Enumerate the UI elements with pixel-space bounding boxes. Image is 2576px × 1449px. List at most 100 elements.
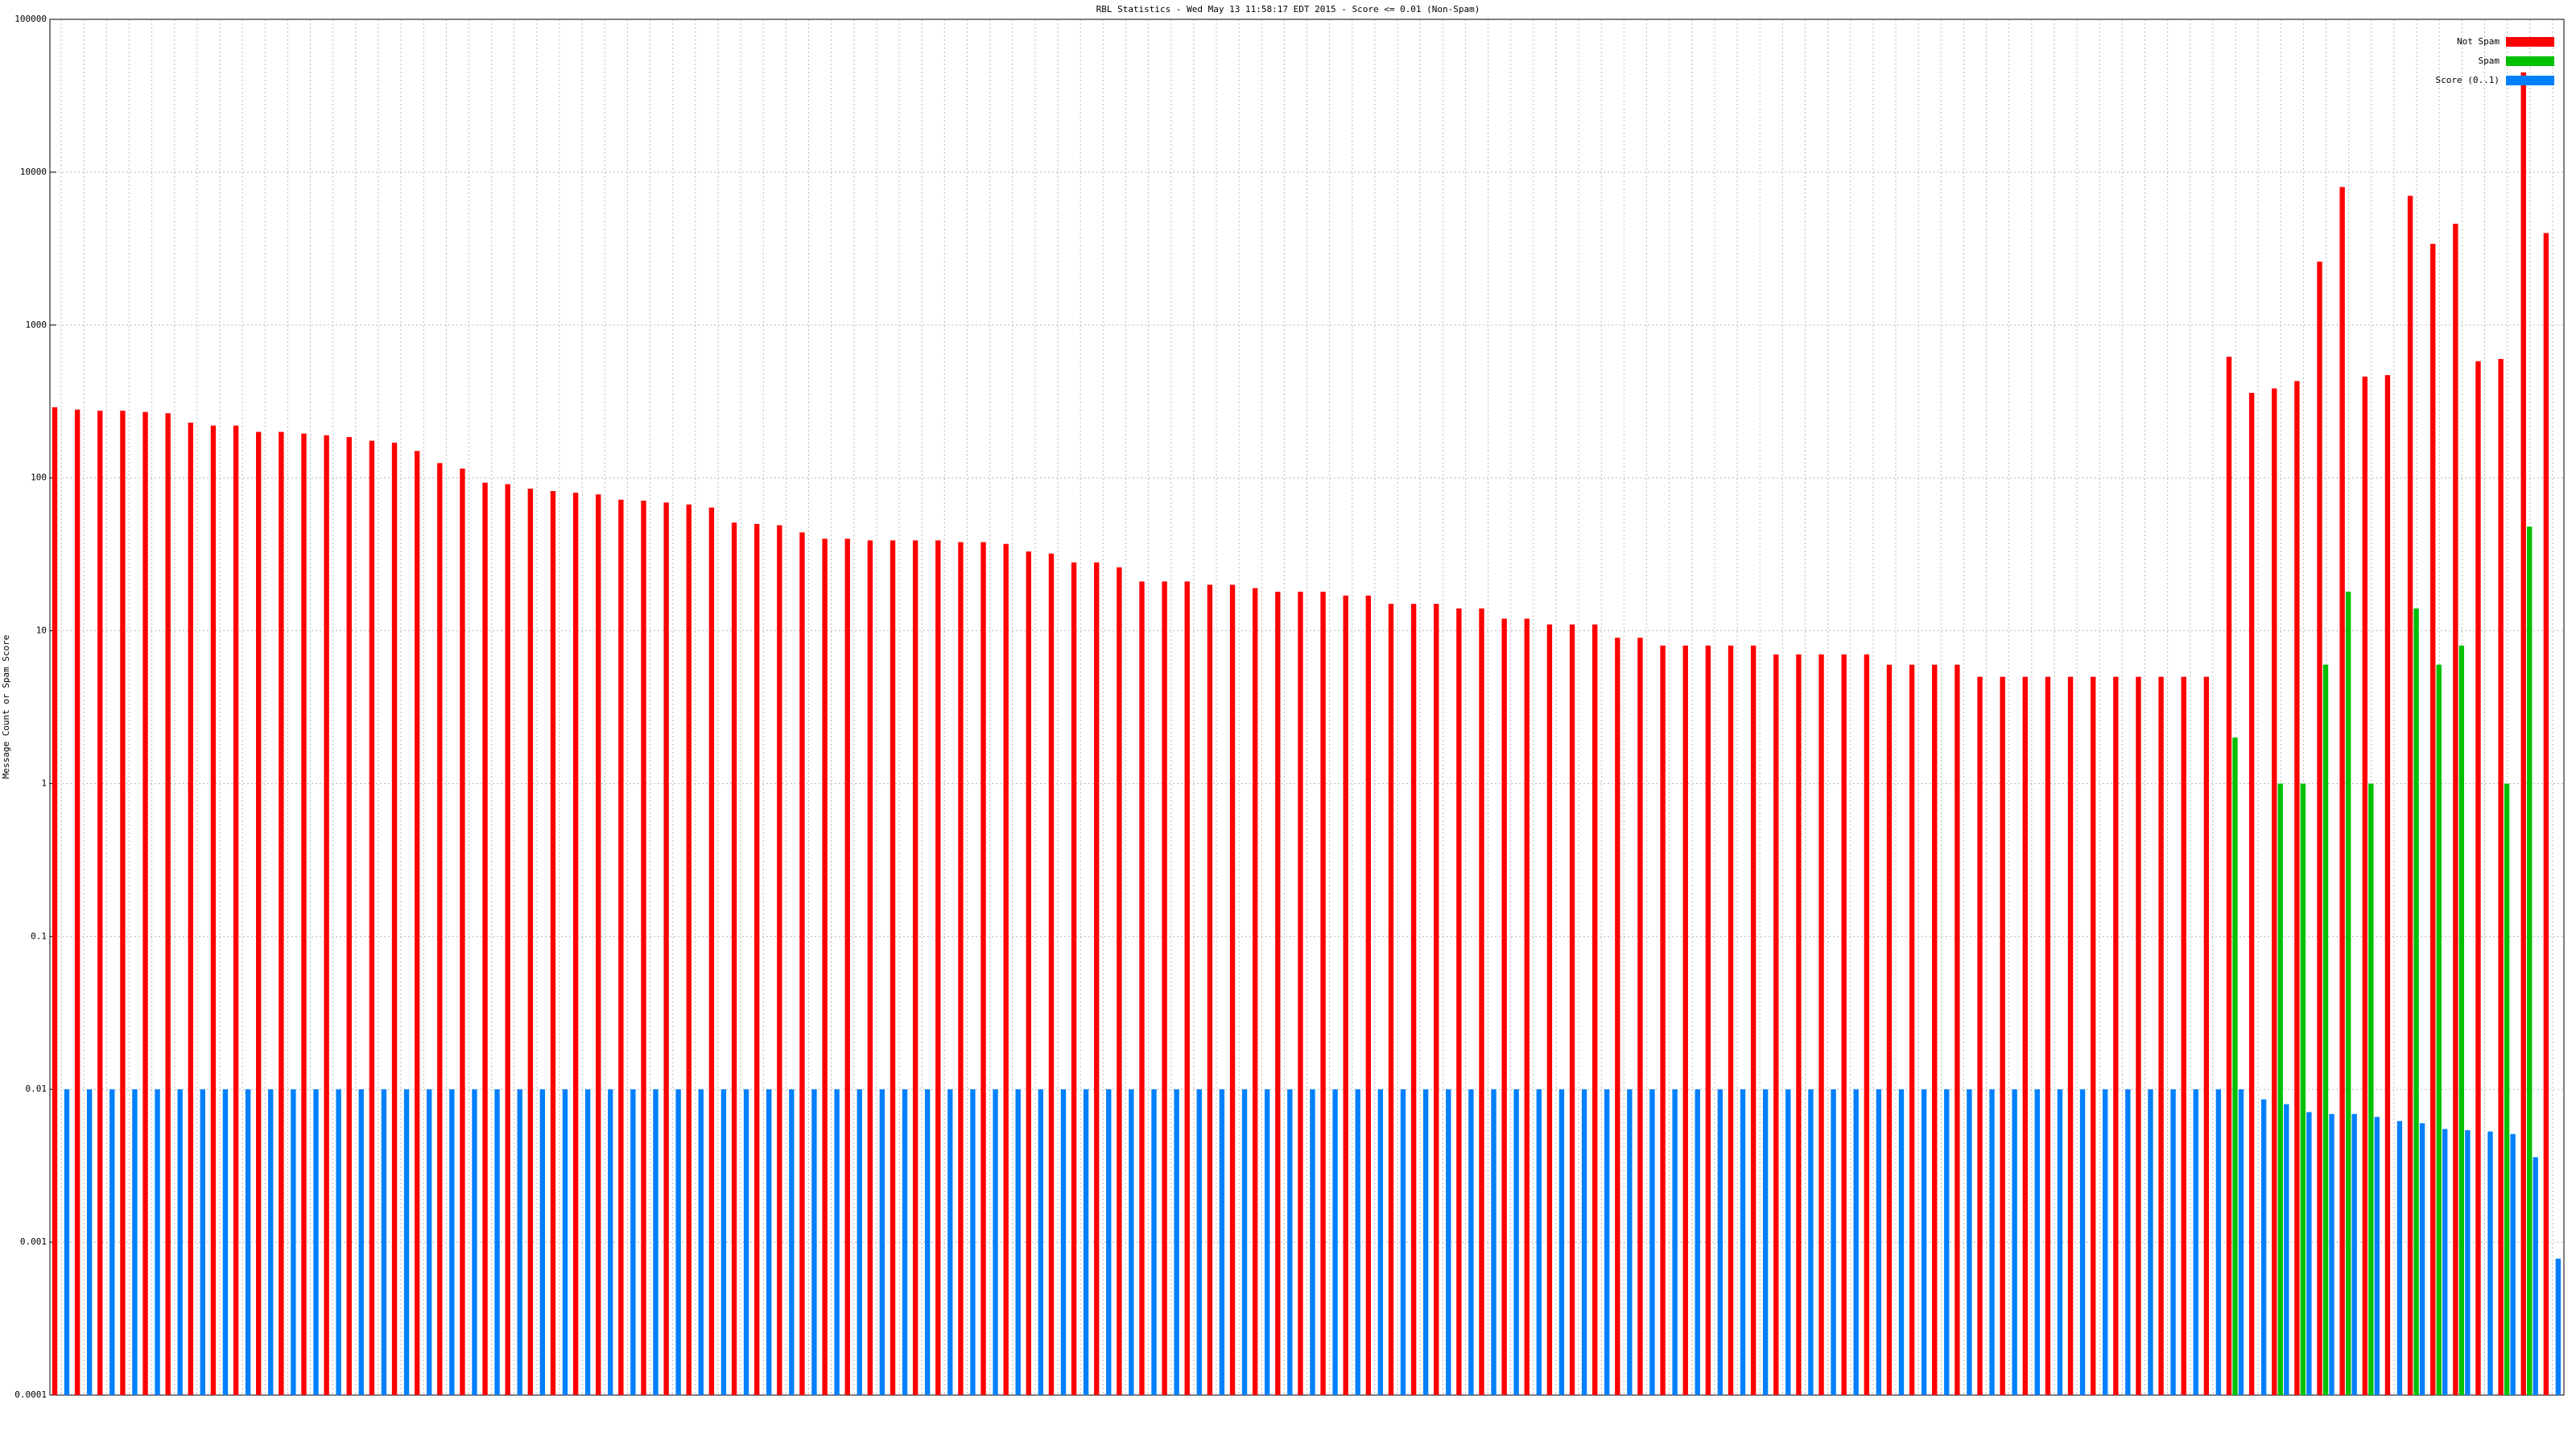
bar <box>1921 1089 1927 1395</box>
bar <box>2260 1099 2267 1395</box>
bar <box>437 463 443 1395</box>
y-tick-label: 1000 <box>26 320 47 330</box>
bar <box>1129 1089 1134 1395</box>
bar <box>1241 1089 1248 1395</box>
bar <box>2113 676 2119 1395</box>
y-tick-label: 10000 <box>20 167 47 177</box>
bar <box>2170 1089 2176 1395</box>
bar <box>52 407 58 1395</box>
bar <box>1569 624 1575 1395</box>
bar <box>2407 196 2413 1395</box>
bar <box>414 451 420 1395</box>
legend-swatch <box>2506 56 2554 66</box>
legend-label: Score (0..1) <box>2436 75 2500 85</box>
bar <box>517 1089 522 1395</box>
bar <box>2148 1089 2153 1395</box>
bar <box>1989 1089 1995 1395</box>
bar <box>1196 1089 1202 1395</box>
bar <box>142 411 148 1395</box>
bar <box>2374 1117 2380 1395</box>
bar <box>1434 604 1439 1395</box>
bar <box>336 1089 341 1395</box>
y-tick-label: 100000 <box>14 14 47 24</box>
bar <box>2527 526 2533 1395</box>
bar <box>1229 584 1236 1395</box>
bar <box>1106 1089 1112 1395</box>
bar <box>698 1089 704 1395</box>
bar <box>2442 1129 2448 1395</box>
bar <box>970 1089 976 1395</box>
bar <box>1287 1089 1293 1395</box>
bar <box>1818 654 1824 1395</box>
bar <box>902 1089 908 1395</box>
bar <box>2430 243 2436 1395</box>
bar <box>1298 592 1303 1395</box>
legend-label: Spam <box>2479 56 2500 66</box>
bar <box>562 1089 568 1395</box>
bar <box>2306 1112 2312 1395</box>
bar <box>1275 592 1281 1395</box>
bar <box>1955 664 1960 1395</box>
bar <box>494 1089 500 1395</box>
bar <box>2368 783 2374 1395</box>
bar <box>1615 638 1620 1395</box>
bar <box>947 1089 953 1395</box>
bar <box>2362 376 2368 1396</box>
bar <box>1750 645 1757 1395</box>
bar <box>1026 551 1032 1396</box>
y-tick-label: 1 <box>41 778 47 788</box>
bar <box>426 1089 432 1395</box>
bar <box>2475 361 2481 1395</box>
bar <box>1151 1089 1157 1395</box>
bar <box>2294 381 2300 1395</box>
bar <box>1524 618 1530 1395</box>
bar <box>2487 1131 2493 1395</box>
bar <box>720 1089 727 1395</box>
bar <box>686 504 691 1395</box>
bar <box>2067 676 2074 1395</box>
bar <box>754 523 760 1396</box>
bar <box>1410 604 1417 1395</box>
bar <box>2419 1123 2425 1395</box>
bar <box>324 435 329 1396</box>
y-tick-label: 0.1 <box>31 931 47 941</box>
bar <box>789 1089 795 1395</box>
bar <box>1536 1089 1542 1395</box>
bar <box>1355 1089 1360 1395</box>
bar <box>1546 624 1553 1395</box>
bar <box>1796 654 1802 1395</box>
bar <box>857 1089 862 1395</box>
bar <box>1446 1089 1451 1395</box>
bar <box>1898 1089 1905 1395</box>
bar <box>1320 592 1326 1395</box>
bar <box>958 542 964 1395</box>
y-tick-label: 0.01 <box>26 1084 47 1094</box>
bar <box>1773 654 1779 1395</box>
bar <box>1310 1089 1315 1395</box>
bar <box>1252 588 1258 1395</box>
bar <box>155 1089 160 1395</box>
bar <box>811 1089 817 1395</box>
bar <box>86 1089 93 1395</box>
bar <box>74 409 80 1395</box>
bar <box>482 482 488 1396</box>
bar <box>245 1089 251 1395</box>
bar <box>2079 1089 2086 1395</box>
bar <box>2158 676 2164 1395</box>
bar <box>1831 1089 1836 1395</box>
bar <box>1660 645 1666 1395</box>
bar <box>2232 737 2238 1395</box>
bar <box>1864 654 1870 1395</box>
bar <box>2272 388 2277 1396</box>
bar <box>1604 1089 1610 1395</box>
bar <box>1705 645 1711 1395</box>
bar <box>210 425 217 1395</box>
bar <box>313 1089 319 1395</box>
bar <box>879 1089 886 1395</box>
bar <box>1048 553 1055 1395</box>
bar <box>1841 654 1847 1395</box>
bar <box>799 532 805 1395</box>
bar <box>1785 1089 1791 1395</box>
bar <box>2248 393 2255 1395</box>
